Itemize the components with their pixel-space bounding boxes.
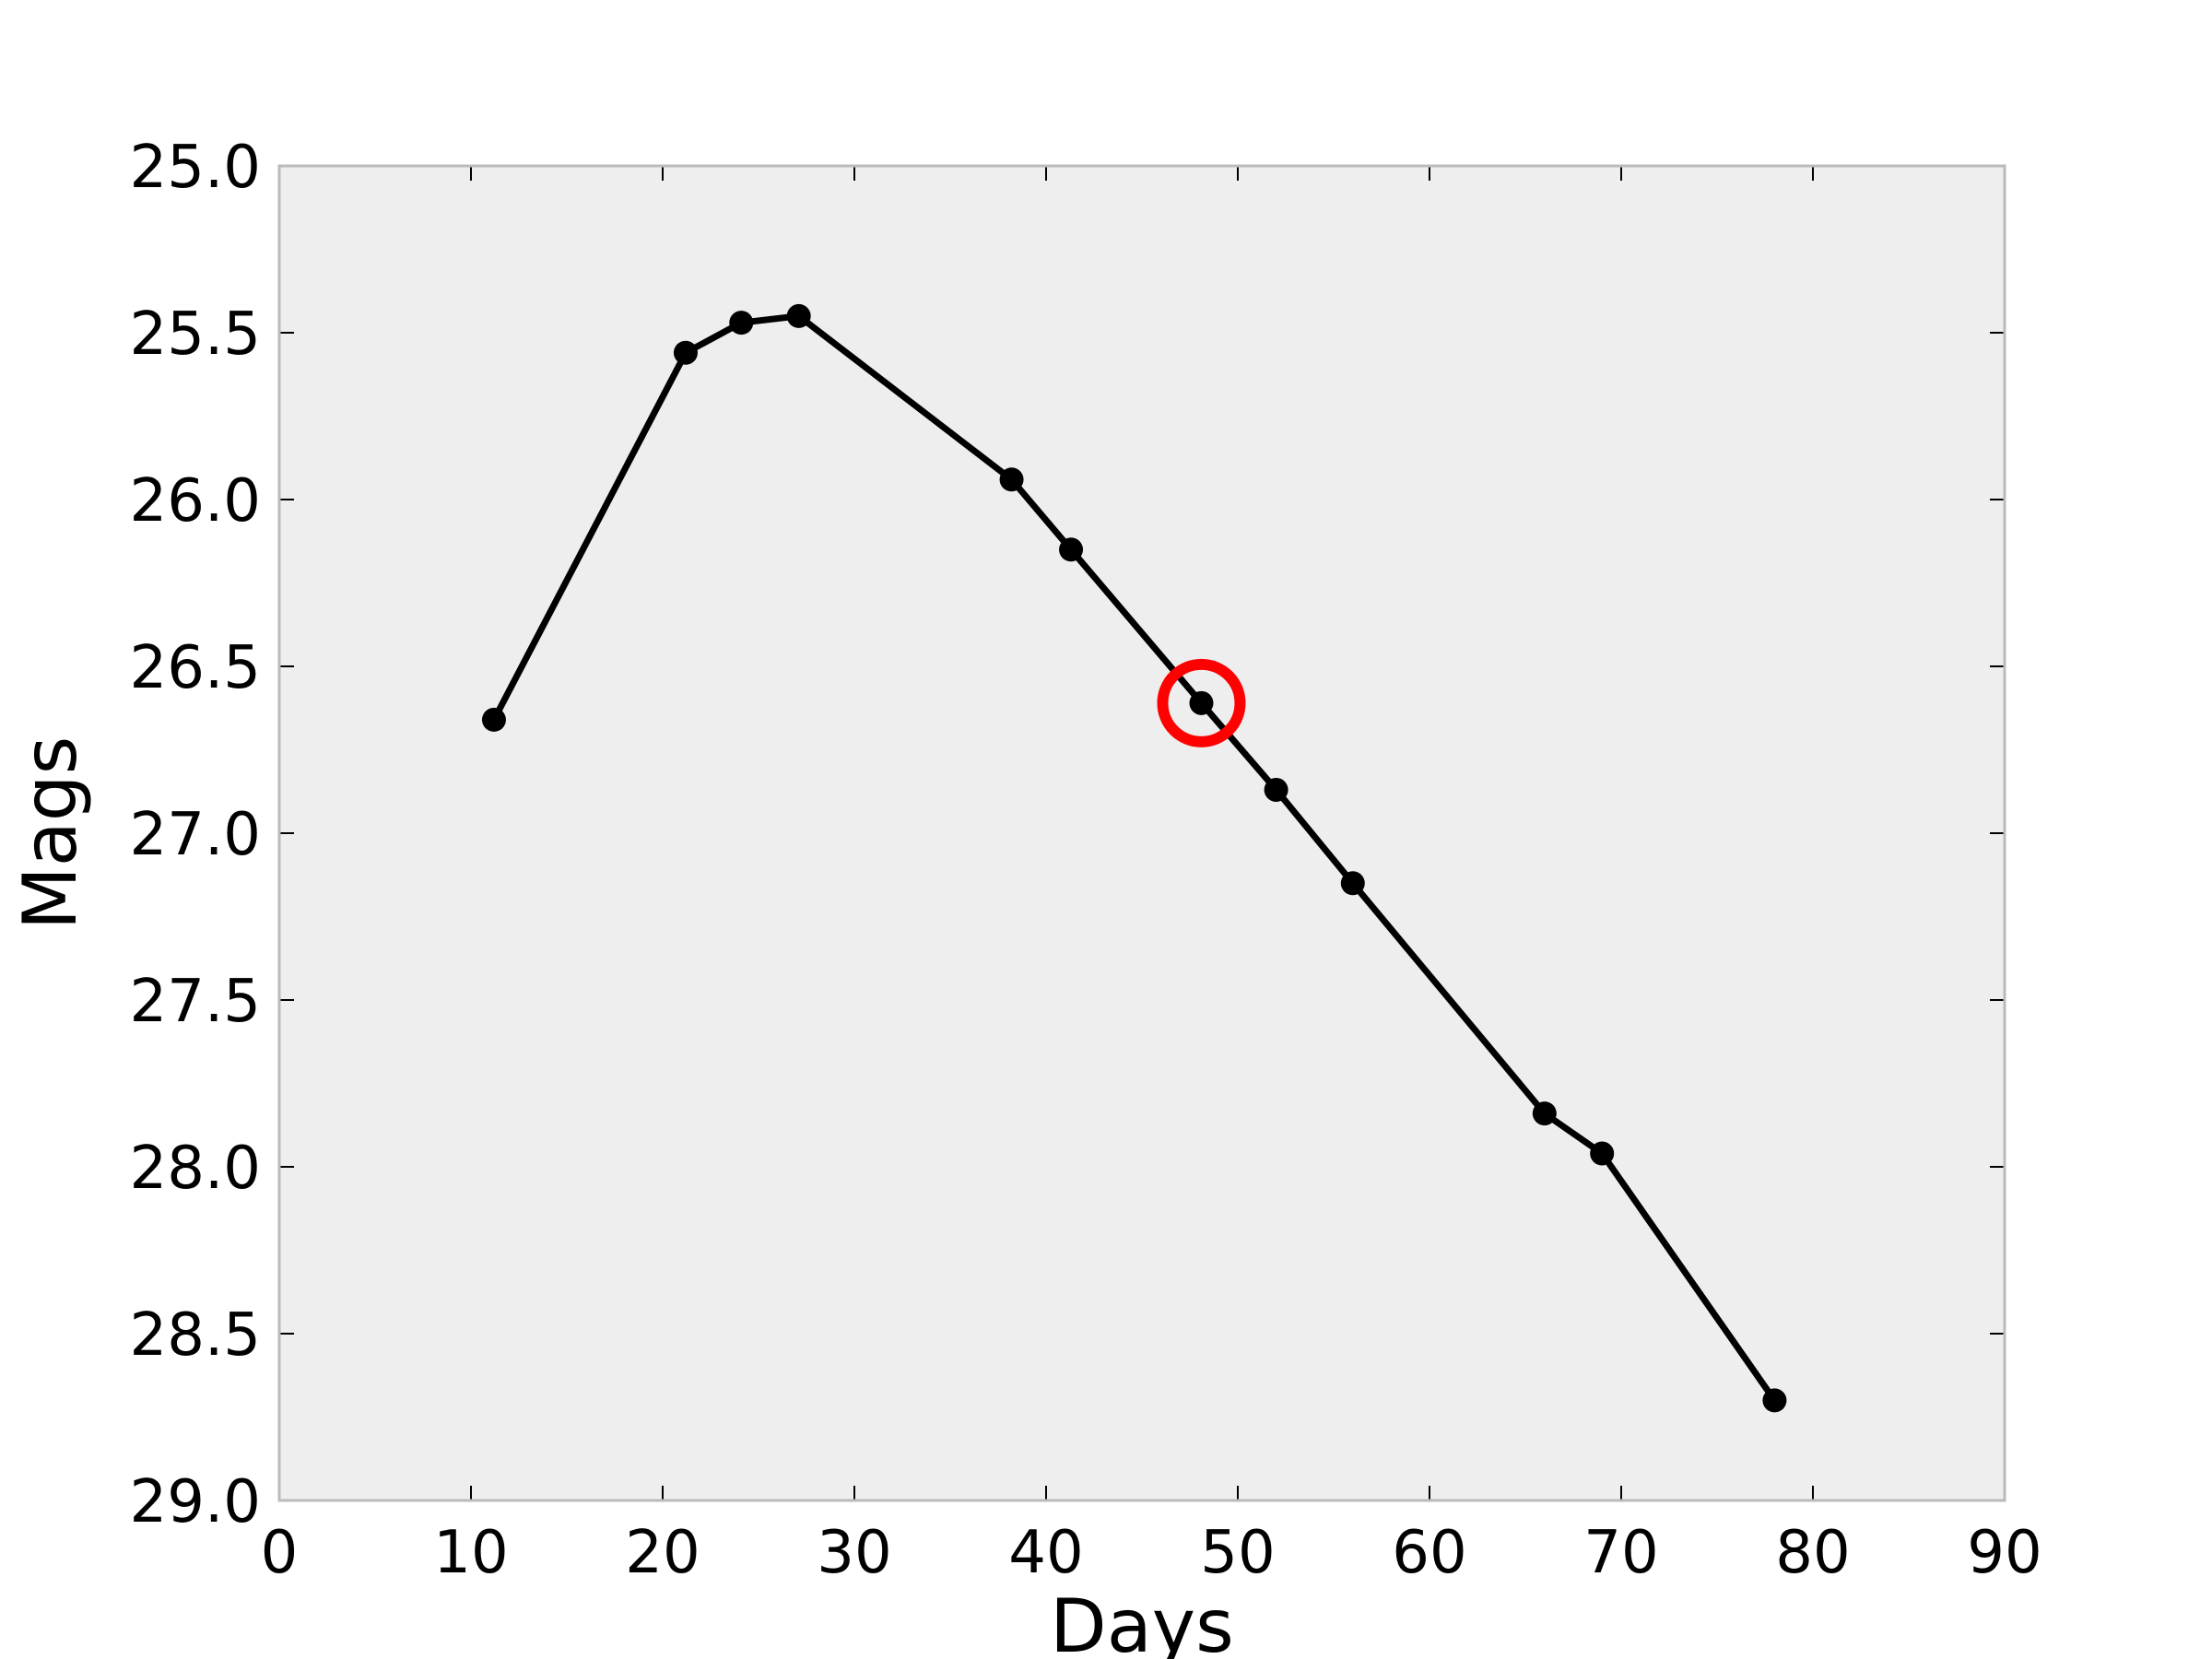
x-tick-label: 0 bbox=[261, 1519, 299, 1587]
highlight-marker bbox=[1157, 658, 1246, 747]
data-point bbox=[673, 340, 698, 365]
x-tick-label: 60 bbox=[1392, 1519, 1466, 1587]
series-layer bbox=[481, 303, 1787, 1413]
y-axis-label: Mags bbox=[7, 736, 93, 931]
x-tick-label: 50 bbox=[1200, 1519, 1275, 1587]
x-axis-label: Days bbox=[1050, 1583, 1234, 1659]
y-tick-label: 28.5 bbox=[130, 1301, 262, 1370]
data-point bbox=[1189, 690, 1214, 715]
x-tick-label: 80 bbox=[1775, 1519, 1850, 1587]
data-point bbox=[1762, 1388, 1787, 1413]
x-tick-label: 20 bbox=[625, 1519, 700, 1587]
y-tick-label: 27.0 bbox=[130, 801, 262, 869]
y-tick-label: 27.5 bbox=[130, 968, 262, 1036]
data-point bbox=[729, 311, 754, 335]
y-tick-label: 28.0 bbox=[130, 1135, 262, 1203]
data-point bbox=[1532, 1101, 1557, 1126]
x-tick-label: 70 bbox=[1583, 1519, 1658, 1587]
data-point bbox=[786, 303, 811, 328]
data-point bbox=[1264, 777, 1288, 802]
y-tick-label: 25.0 bbox=[130, 134, 262, 202]
y-tick-label: 25.5 bbox=[130, 300, 262, 369]
y-tick-label: 26.5 bbox=[130, 634, 262, 702]
x-tick-label: 90 bbox=[1967, 1519, 2041, 1587]
ticks-layer: 0 10 20 30 40 50 60 70 80 90 25.0 25.5 26.0 26.5 27.0 2… bbox=[130, 134, 2042, 1587]
y-tick-label: 29.0 bbox=[130, 1468, 262, 1536]
y-tick-label: 26.0 bbox=[130, 467, 262, 535]
x-tick-label: 30 bbox=[817, 1519, 891, 1587]
plot-background bbox=[279, 166, 2005, 1500]
plot-frame bbox=[277, 164, 2006, 1502]
x-tick-label: 40 bbox=[1008, 1519, 1083, 1587]
data-point bbox=[1340, 871, 1365, 896]
x-tick-label: 10 bbox=[433, 1519, 508, 1587]
data-point bbox=[1590, 1141, 1615, 1166]
data-point bbox=[1059, 537, 1084, 562]
data-point bbox=[481, 707, 506, 732]
data-point bbox=[999, 467, 1024, 492]
